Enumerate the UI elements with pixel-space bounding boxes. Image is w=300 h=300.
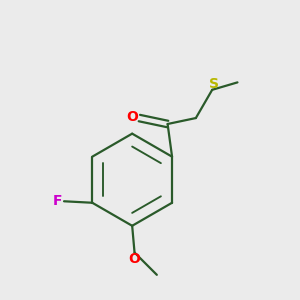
Text: O: O <box>126 110 138 124</box>
Text: O: O <box>129 252 140 266</box>
Text: F: F <box>53 194 62 208</box>
Text: S: S <box>209 77 219 92</box>
